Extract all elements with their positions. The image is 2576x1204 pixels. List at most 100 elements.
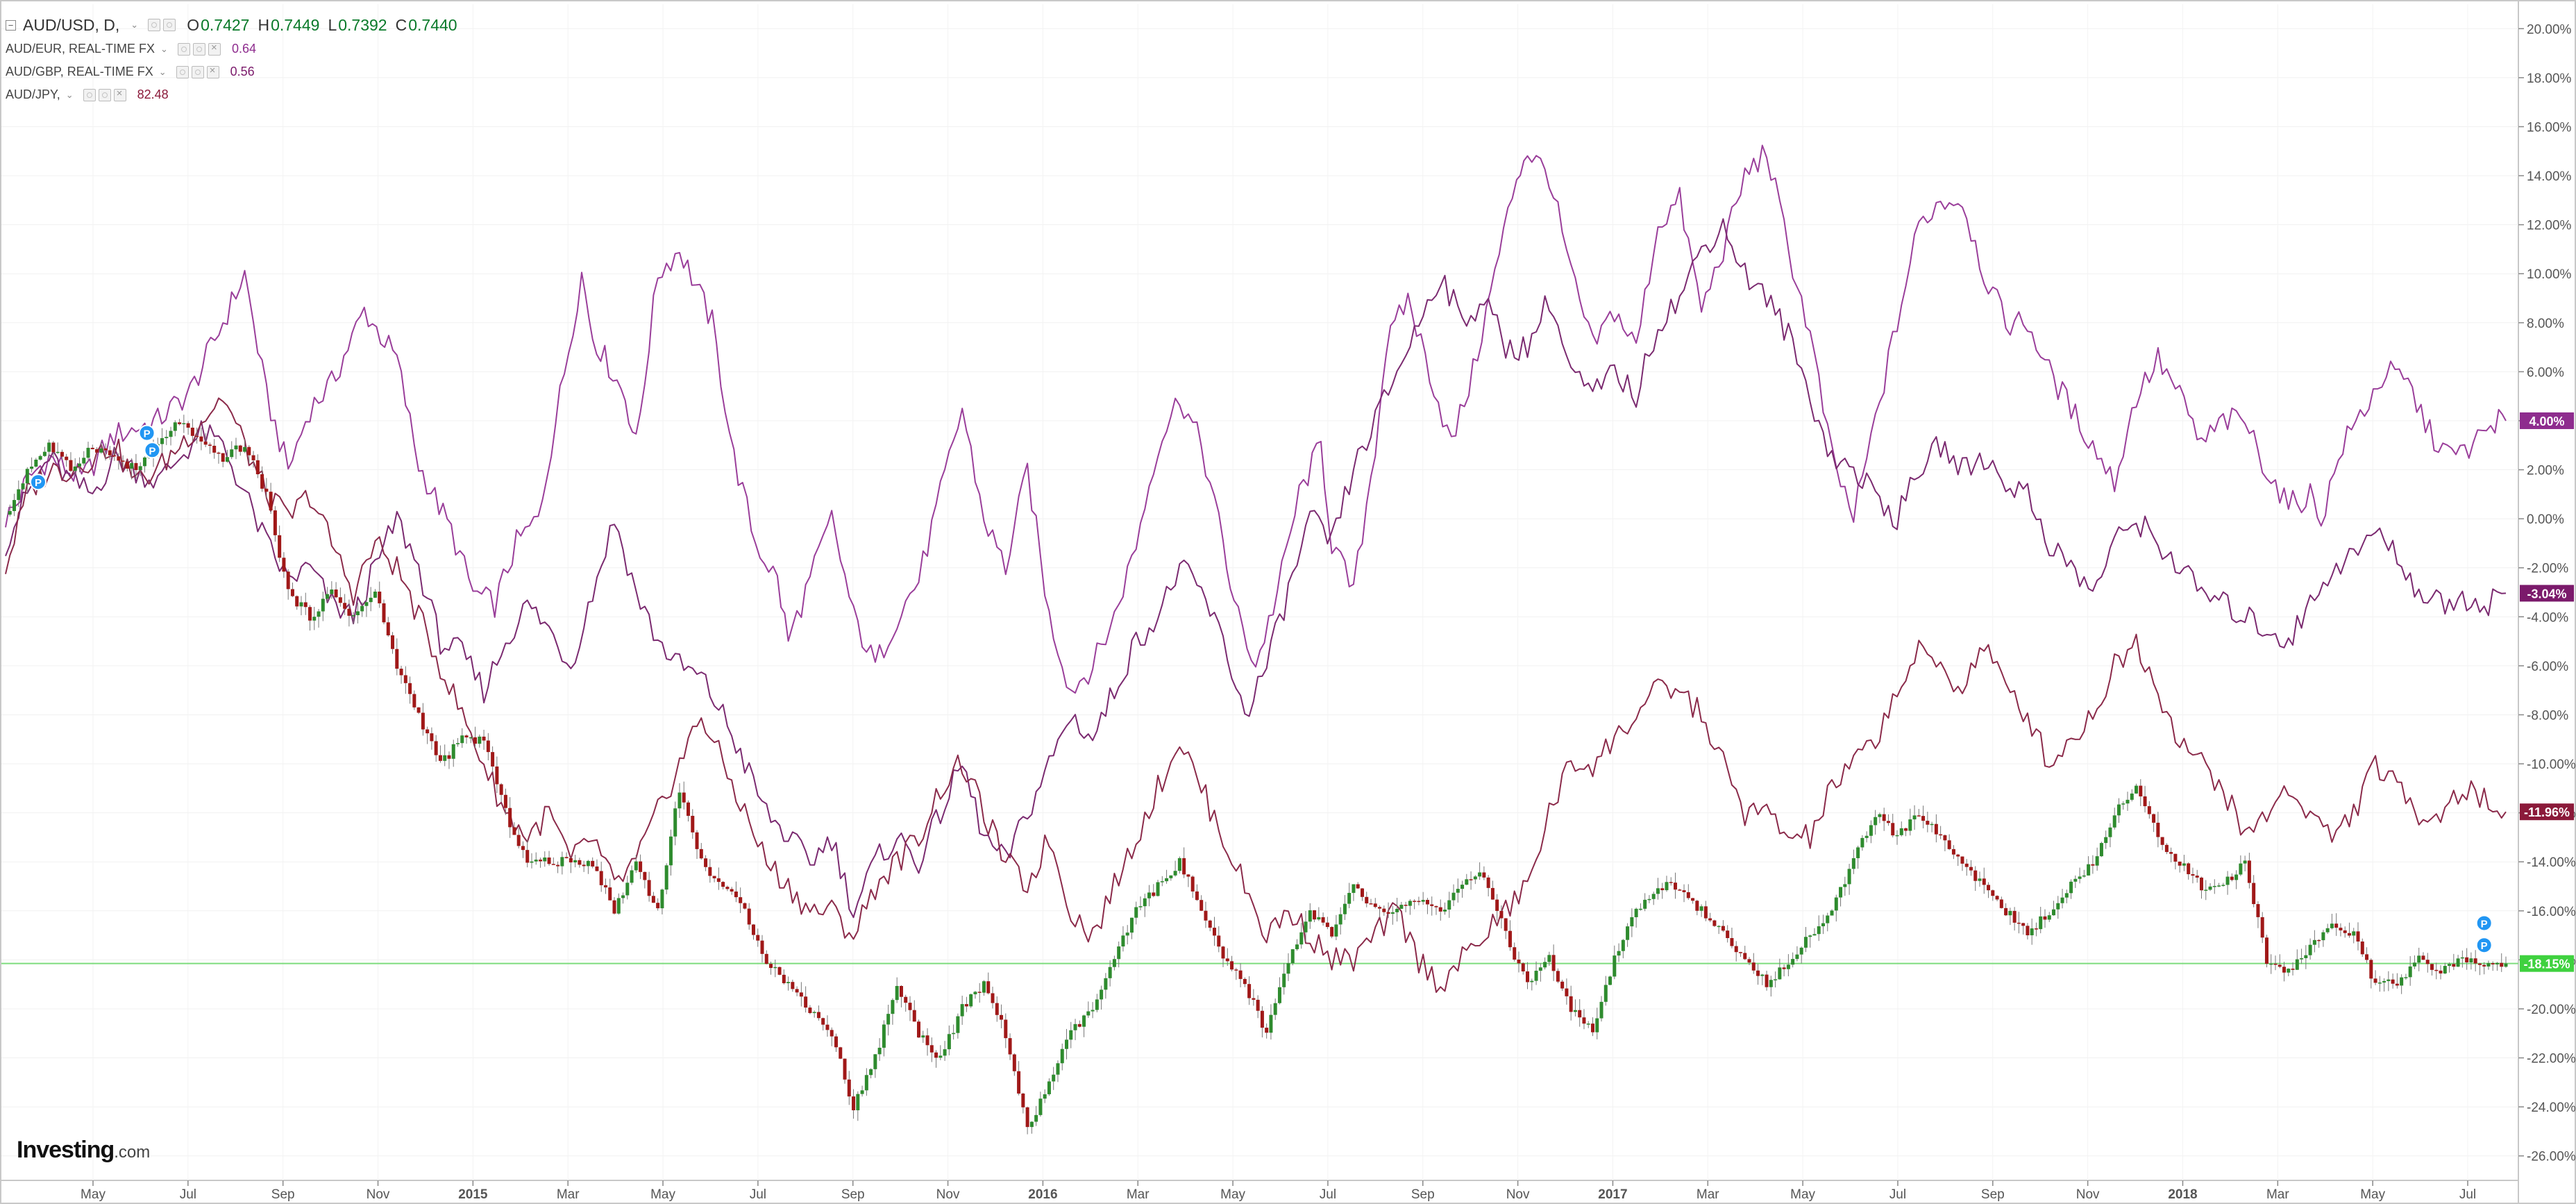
candle-body (743, 903, 747, 909)
candle-body (2304, 955, 2308, 958)
candle-body (1217, 935, 1221, 947)
candle-body (1482, 872, 1486, 878)
candle-body (1160, 881, 1164, 883)
candle-body (2026, 926, 2030, 935)
candle-body (830, 1030, 834, 1037)
legend-row-aud-jpy[interactable]: AUD/JPY, ⌄ 82.48 (6, 83, 457, 106)
legend-row-aud-gbp[interactable]: AUD/GBP, REAL-TIME FX ⌄ 0.56 (6, 60, 457, 83)
candle-body (2108, 827, 2112, 837)
chevron-down-icon[interactable]: ⌄ (160, 43, 168, 54)
candle-body (2495, 962, 2499, 964)
close-icon[interactable] (113, 87, 126, 101)
candle-body (1756, 970, 1760, 976)
candle-body (1595, 1018, 1599, 1032)
eye-icon[interactable] (177, 42, 190, 56)
candle-body (2395, 983, 2399, 986)
candle-body (1708, 918, 1712, 921)
candle-body (2221, 885, 2225, 886)
collapse-legend-icon[interactable]: − (6, 19, 16, 31)
candle-body (1630, 917, 1634, 927)
candle-body (2477, 963, 2482, 965)
candle-body (1195, 891, 1199, 901)
candle-body (1839, 887, 1843, 898)
candle-body (21, 483, 25, 490)
candle-body (2039, 916, 2043, 930)
x-tick-label: 2016 (1028, 1187, 1057, 1202)
candle-body (1660, 888, 1665, 891)
event-marker[interactable] (144, 442, 161, 459)
candle-body (1634, 908, 1638, 917)
x-tick-label: Sep (271, 1187, 295, 1202)
candle-body (1413, 901, 1417, 902)
candle-body (1342, 903, 1347, 914)
eye-icon[interactable] (176, 65, 189, 78)
chevron-down-icon[interactable]: ⌄ (158, 66, 167, 77)
candle-body (2456, 958, 2460, 967)
candle-body (138, 466, 142, 470)
candle-body (1860, 837, 1864, 848)
candle-body (1225, 958, 1229, 962)
candle-body (1277, 987, 1281, 1003)
candle-body (725, 887, 730, 889)
candle-body (1447, 900, 1451, 910)
candle-body (2239, 863, 2243, 875)
event-marker[interactable] (2475, 914, 2493, 932)
y-tick-label: 8.00% (2527, 317, 2564, 331)
event-marker[interactable] (2475, 937, 2493, 954)
candle-body (1808, 935, 1812, 937)
candle-body (1504, 918, 1508, 931)
settings-icon[interactable] (98, 88, 111, 101)
candle-body (747, 908, 751, 925)
investing-logo[interactable]: Investing.com (17, 1137, 150, 1164)
candle-body (486, 740, 490, 753)
candle-body (1125, 933, 1129, 936)
eye-icon[interactable] (83, 88, 96, 101)
compare-symbol[interactable]: AUD/EUR, REAL-TIME FX (6, 42, 155, 56)
candle-body (621, 895, 625, 898)
candle-body (460, 735, 464, 744)
candle-body (591, 860, 595, 867)
legend-main-row[interactable]: − AUD/USD, D, ⌄ O 0.7427 H 0.7449 L 0.7392 … (6, 12, 457, 37)
candle-body (1256, 999, 1260, 1011)
settings-icon[interactable] (192, 42, 205, 56)
candle-body (1069, 1030, 1073, 1040)
settings-icon[interactable] (191, 65, 204, 78)
chevron-down-icon[interactable]: ⌄ (131, 19, 139, 30)
candle-body (1486, 877, 1490, 888)
event-marker[interactable] (138, 424, 155, 442)
candle-body (1025, 1107, 1029, 1128)
candle-body (1012, 1054, 1016, 1071)
candle-body (639, 861, 643, 872)
main-symbol[interactable]: AUD/USD, D, (23, 15, 120, 34)
candle-body (560, 857, 564, 867)
candle-body (2260, 917, 2264, 938)
compare-symbol[interactable]: AUD/GBP, REAL-TIME FX (6, 65, 153, 78)
candle-body (656, 903, 660, 909)
candle-body (2448, 964, 2452, 967)
candle-body (1578, 1010, 1582, 1018)
candle-body (816, 1012, 820, 1019)
candle-body (925, 1035, 929, 1046)
candle-body (225, 457, 229, 462)
eye-icon[interactable] (148, 19, 161, 31)
candle-body (2278, 964, 2282, 967)
event-marker[interactable] (29, 474, 47, 491)
candle-body (1921, 816, 1926, 821)
candle-body (934, 1052, 938, 1058)
legend-row-aud-eur[interactable]: AUD/EUR, REAL-TIME FX ⌄ 0.64 (6, 37, 457, 60)
chevron-down-icon[interactable]: ⌄ (65, 89, 74, 100)
candle-body (2417, 955, 2421, 963)
candle-body (2234, 874, 2239, 880)
candle-body (1243, 978, 1247, 985)
logo-suffix: .com (114, 1143, 151, 1162)
candle-body (1964, 863, 1969, 867)
x-tick-label: May (2360, 1187, 2385, 1202)
candle-body (882, 1024, 886, 1048)
compare-symbol[interactable]: AUD/JPY, (6, 87, 60, 101)
close-icon[interactable] (206, 65, 219, 78)
candle-body (382, 603, 386, 623)
settings-icon[interactable] (163, 19, 176, 31)
close-icon[interactable] (208, 42, 221, 56)
